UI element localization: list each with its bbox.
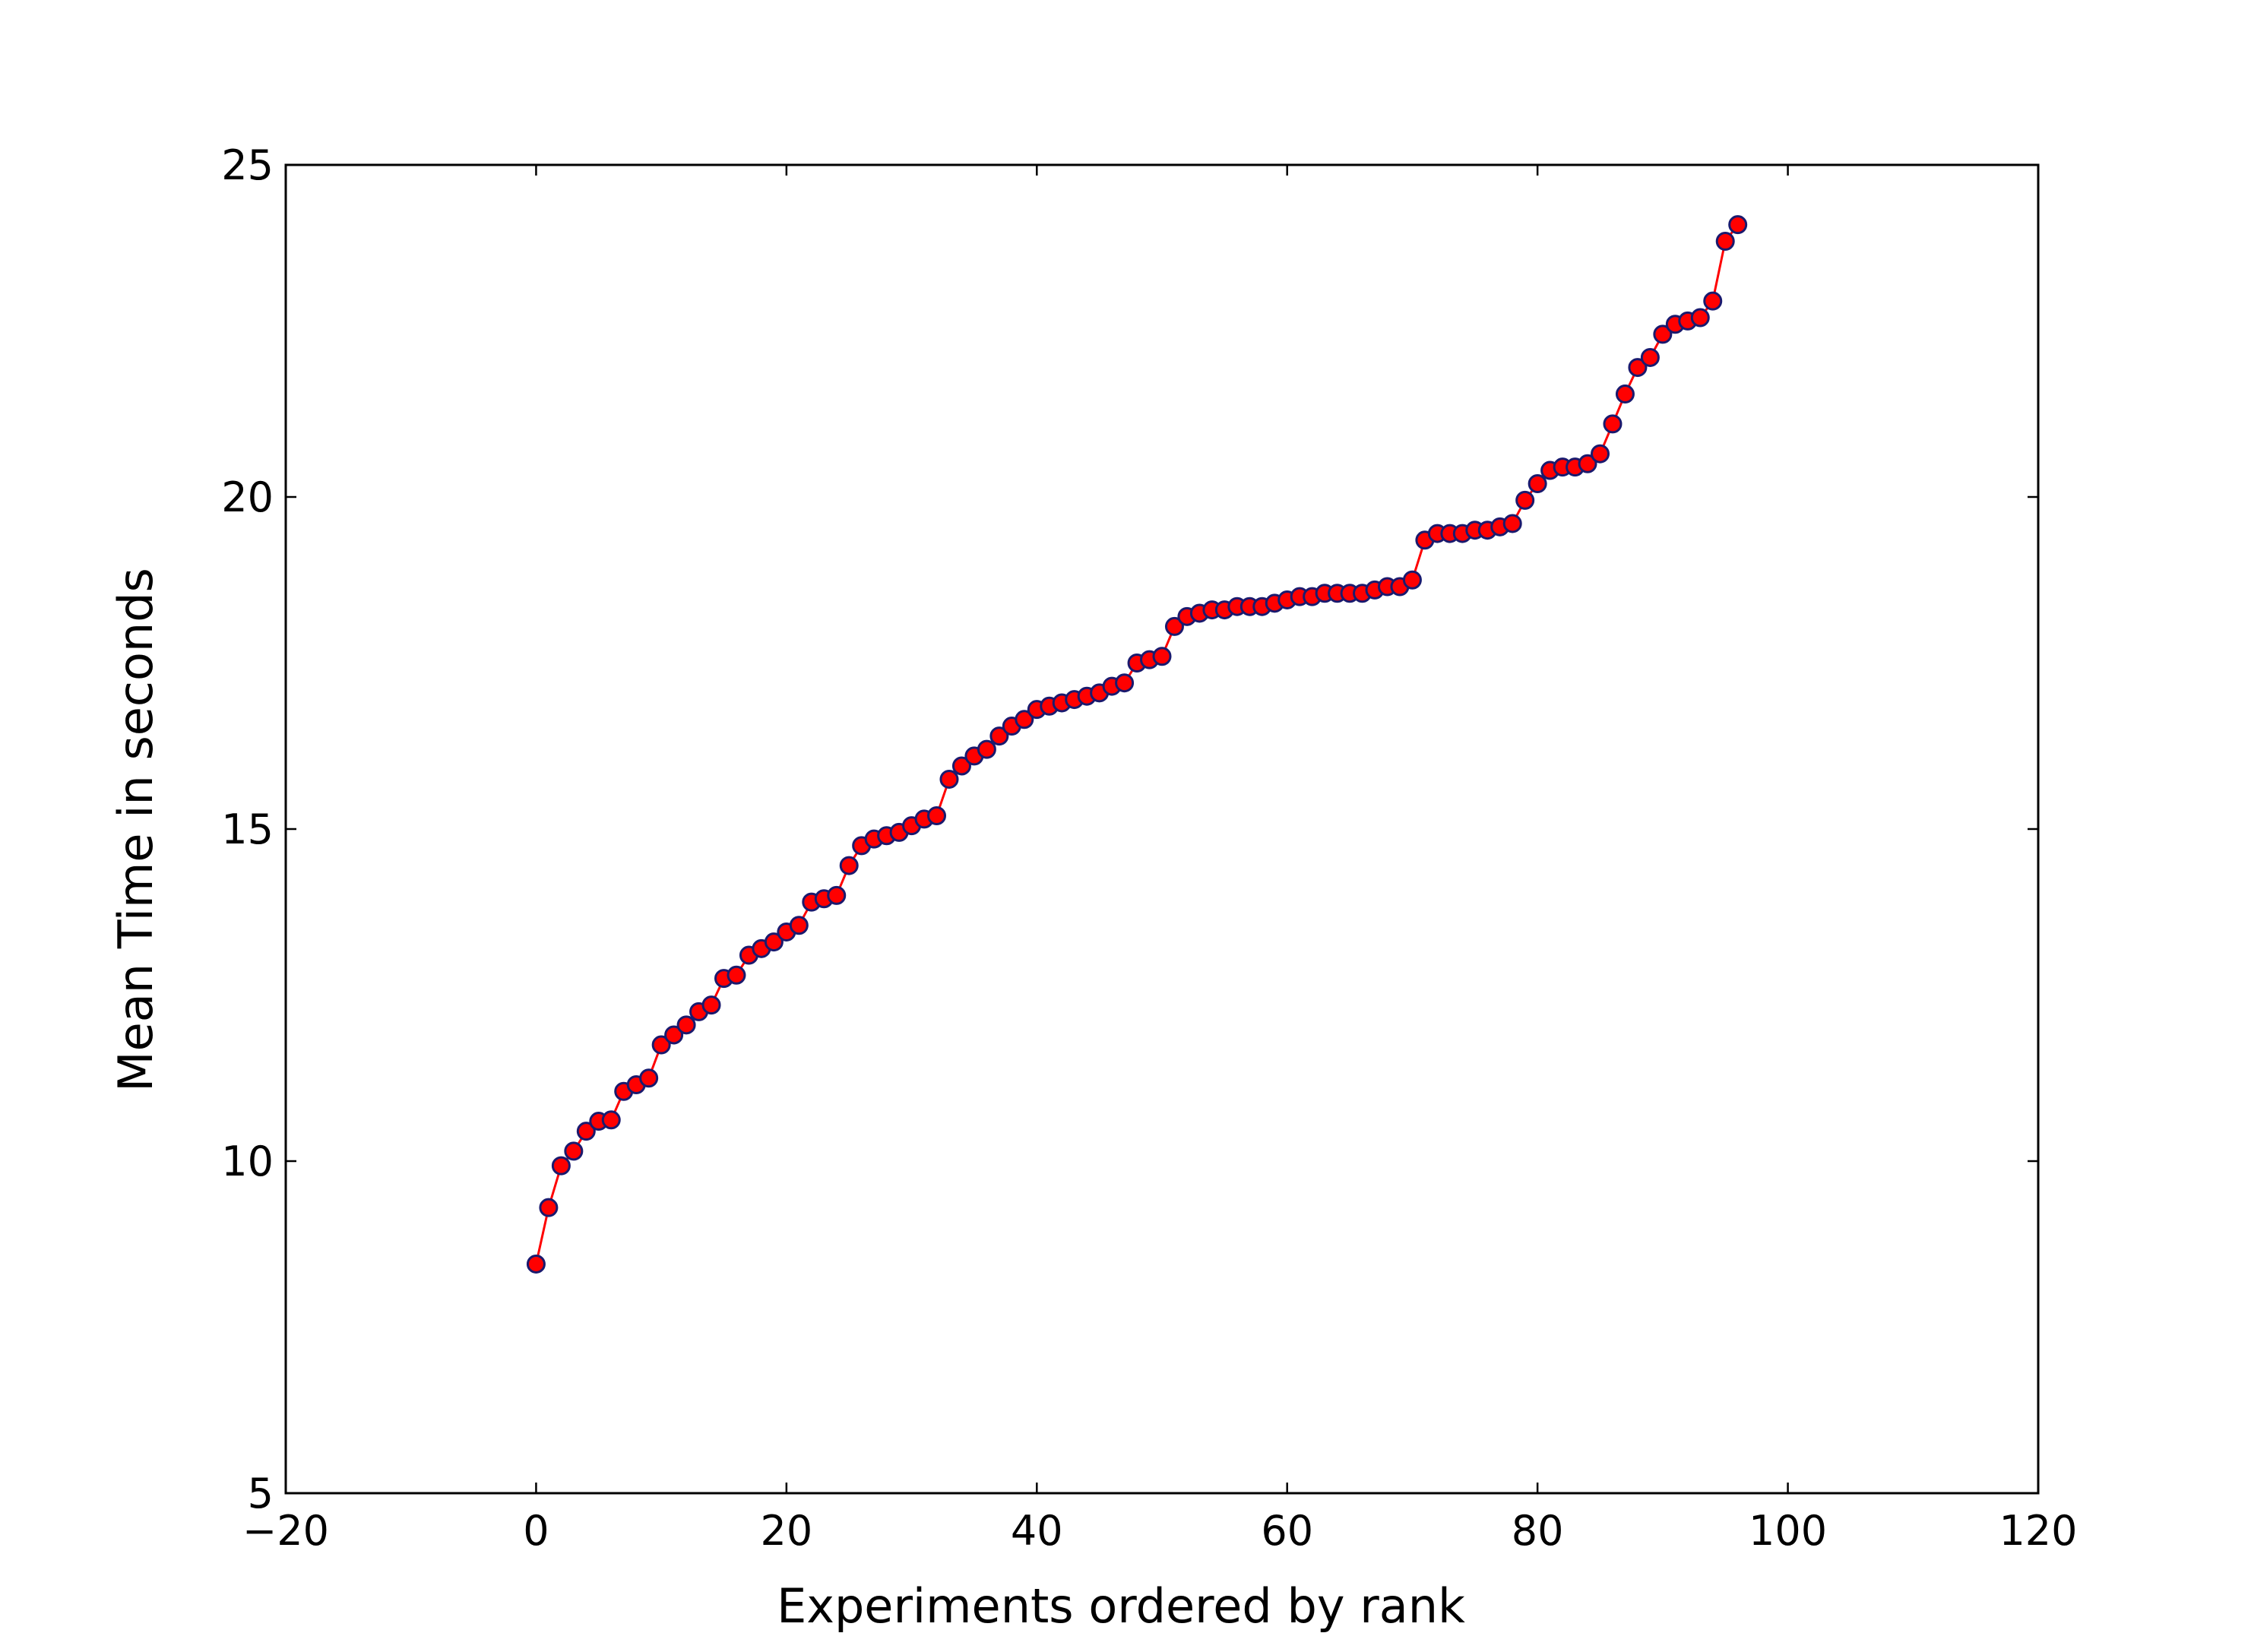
x-tick-label: −20 — [242, 1507, 329, 1555]
data-point — [1690, 308, 1710, 328]
data-point — [651, 1035, 671, 1055]
data-point — [839, 856, 859, 875]
series-line — [534, 223, 1739, 1264]
data-point — [764, 932, 784, 952]
data-point — [1578, 454, 1597, 473]
x-tick-label: 20 — [760, 1507, 812, 1555]
data-point — [576, 1122, 596, 1141]
data-point — [789, 916, 809, 935]
data-point — [977, 739, 996, 759]
x-tick-label: 100 — [1749, 1507, 1827, 1555]
data-point — [727, 965, 746, 985]
data-point — [1615, 385, 1635, 404]
y-axis-title: Mean Time in seconds — [108, 568, 163, 1092]
x-tick-label: 0 — [523, 1507, 549, 1555]
data-point — [939, 769, 959, 789]
data-point — [676, 1015, 696, 1035]
y-tick-label: 15 — [221, 805, 274, 853]
y-tick-label: 5 — [248, 1470, 274, 1517]
data-point — [1715, 232, 1735, 252]
data-point — [1591, 444, 1610, 464]
data-point — [1402, 570, 1422, 590]
data-point — [539, 1198, 559, 1217]
plot-frame — [284, 163, 2040, 1495]
data-point — [1653, 324, 1673, 344]
data-point — [1528, 474, 1547, 494]
data-point — [701, 995, 721, 1015]
data-point — [639, 1068, 659, 1088]
data-point — [1015, 710, 1034, 729]
x-tick-label: 60 — [1261, 1507, 1313, 1555]
x-tick-label: 40 — [1011, 1507, 1063, 1555]
data-point — [1164, 616, 1184, 636]
x-axis-title: Experiments ordered by rank — [777, 1578, 1465, 1634]
data-point — [1703, 291, 1723, 311]
data-point — [1115, 673, 1135, 693]
axes: −20 0 20 40 60 80 100 120 5 10 15 20 25 — [221, 141, 2077, 1555]
data-point — [1640, 347, 1660, 367]
data-point — [989, 726, 1009, 746]
y-tick-label: 10 — [221, 1138, 274, 1185]
data-point — [1152, 647, 1172, 666]
data-point — [1628, 358, 1648, 378]
plot-area — [526, 215, 1748, 1274]
x-tick-label: 120 — [1999, 1507, 2077, 1555]
data-point — [1728, 215, 1748, 235]
x-tick-label: 80 — [1512, 1507, 1564, 1555]
data-point — [601, 1110, 621, 1130]
data-point — [1515, 490, 1535, 510]
data-point — [927, 806, 947, 826]
data-point — [1502, 514, 1522, 533]
data-point — [551, 1156, 571, 1176]
data-point — [1603, 414, 1623, 434]
y-tick-label: 25 — [221, 141, 274, 189]
data-point — [664, 1025, 684, 1045]
data-point — [827, 885, 847, 905]
data-point — [564, 1141, 584, 1161]
data-point — [951, 756, 971, 776]
data-point — [526, 1254, 546, 1274]
y-tick-label: 20 — [221, 473, 274, 521]
